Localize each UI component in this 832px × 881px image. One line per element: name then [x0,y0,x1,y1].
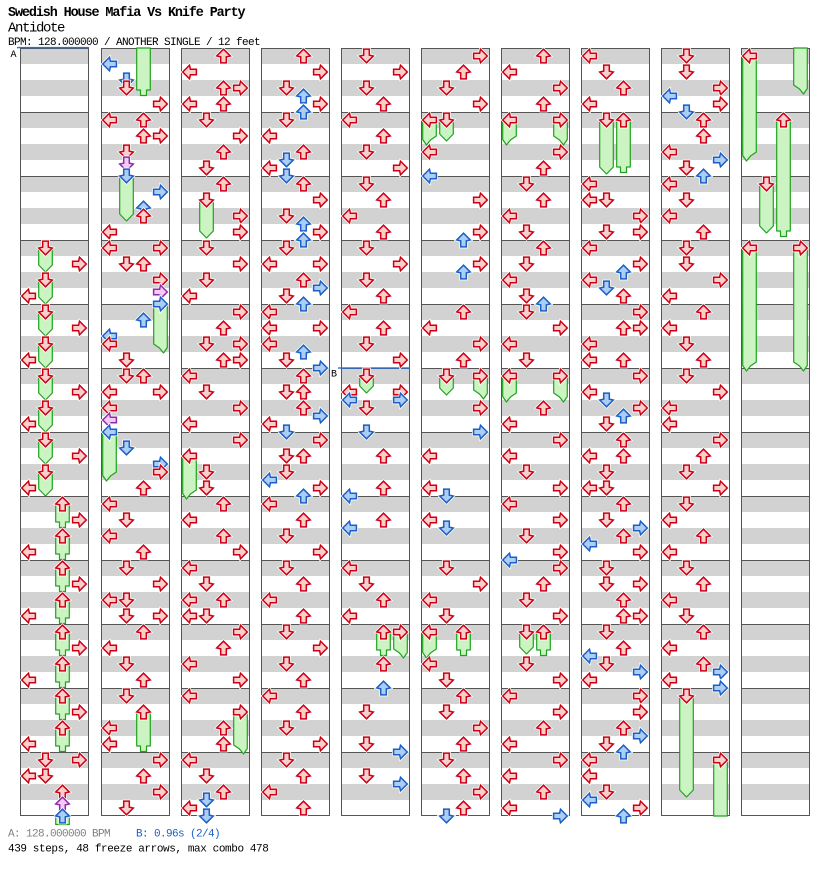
svg-text:B: 0.96s (2/4): B: 0.96s (2/4) [136,829,220,841]
svg-text:Swedish House Mafia Vs Knife P: Swedish House Mafia Vs Knife Party [8,6,246,21]
svg-text:439 steps, 48 freeze arrows, m: 439 steps, 48 freeze arrows, max combo 4… [8,844,268,856]
svg-text:BPM: 128.000000 / ANOTHER SING: BPM: 128.000000 / ANOTHER SINGLE / 12 fe… [8,37,260,49]
svg-text:A: A [11,50,17,61]
svg-text:A: 128.000000 BPM: A: 128.000000 BPM [8,829,110,841]
svg-text:B: B [331,370,337,381]
svg-text:Antidote: Antidote [8,21,65,37]
